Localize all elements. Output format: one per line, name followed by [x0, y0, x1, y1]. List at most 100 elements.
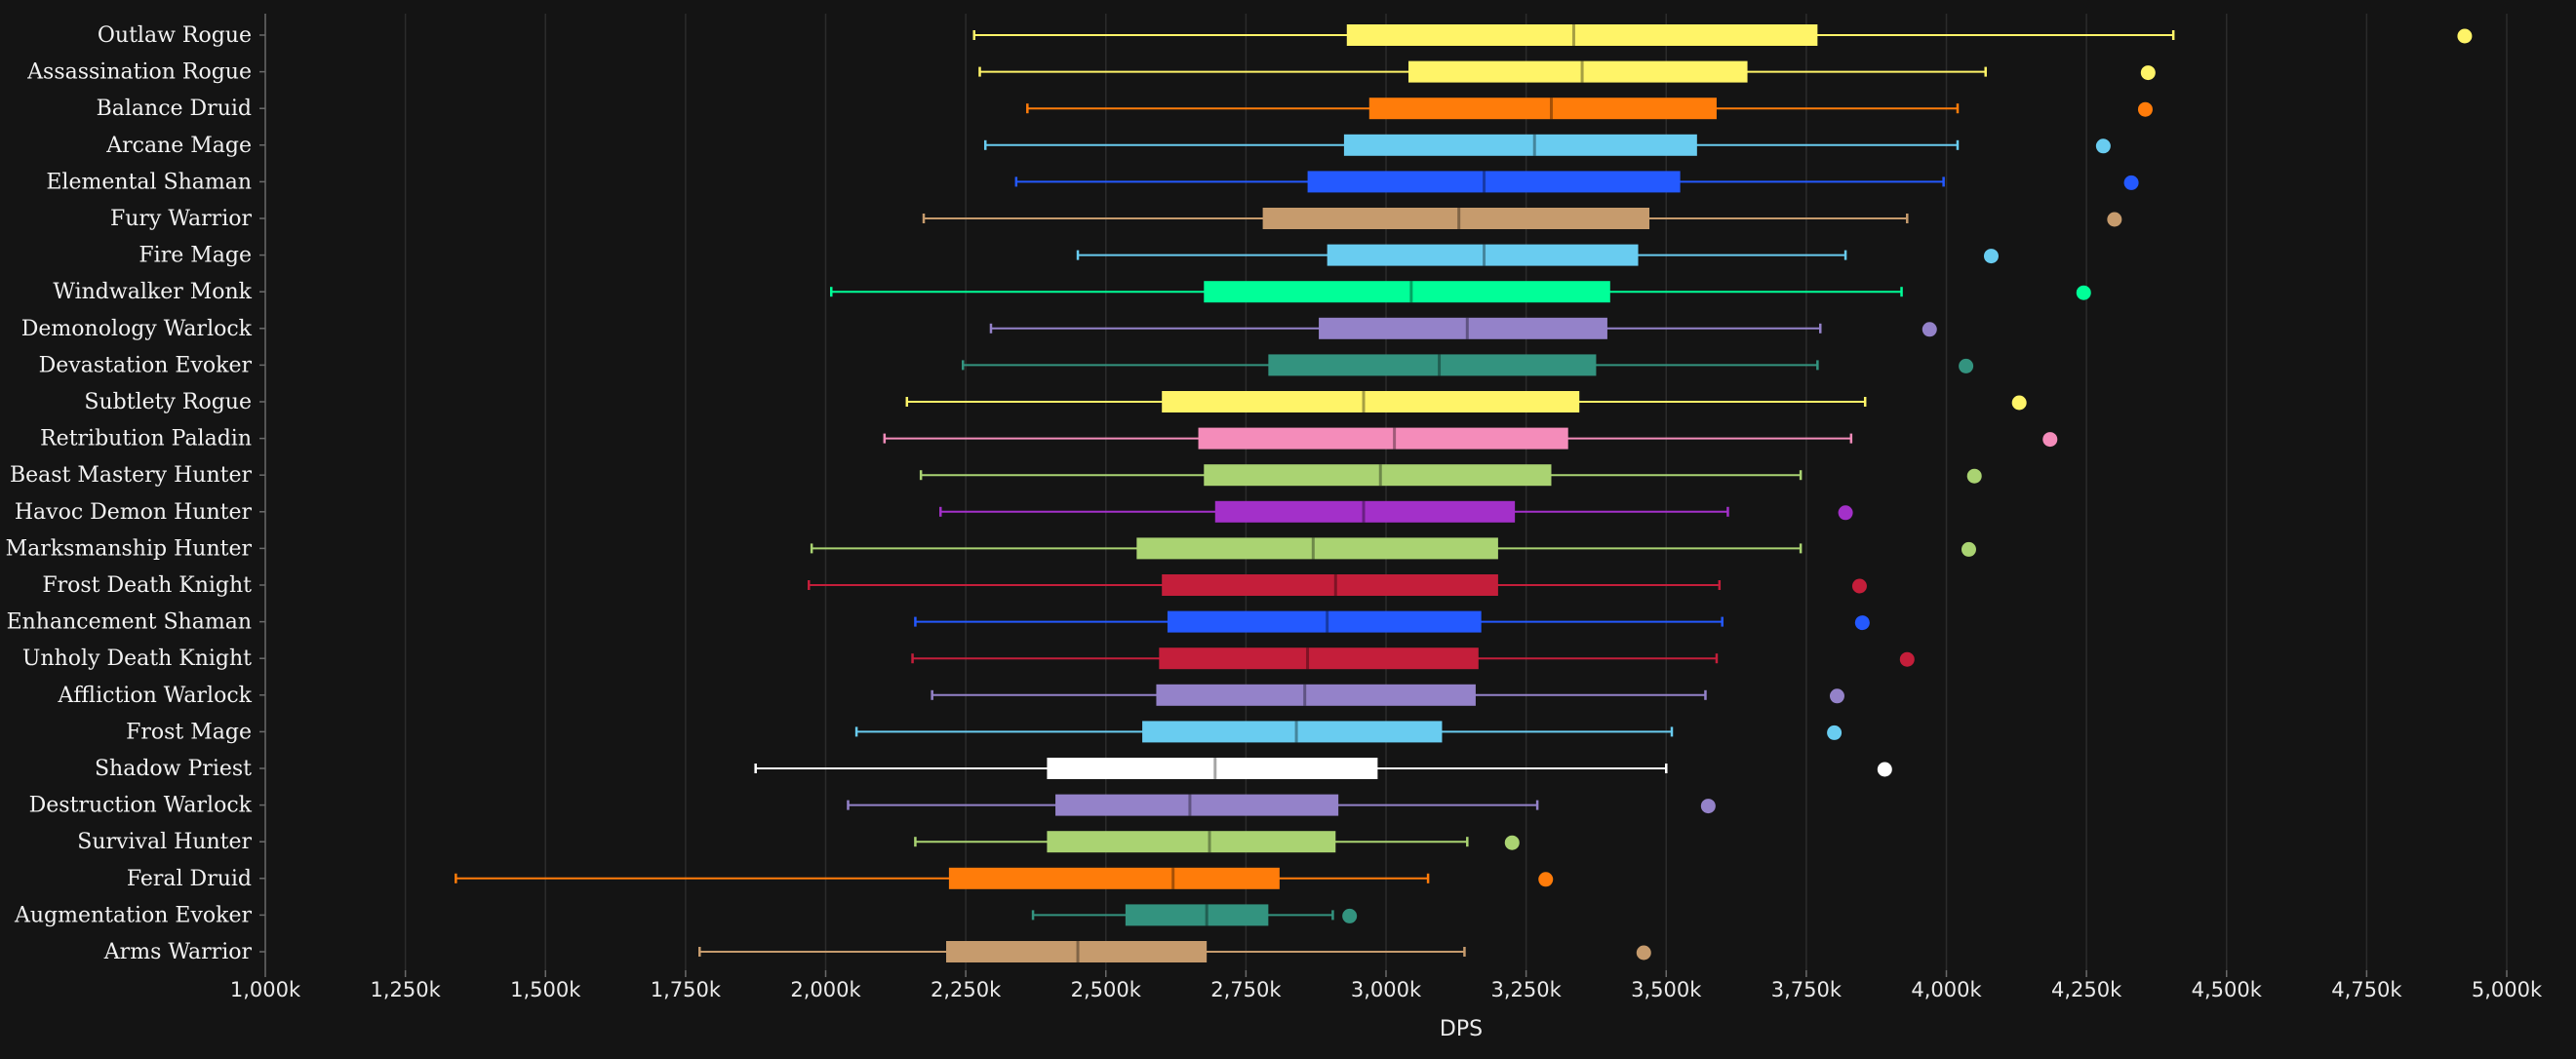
iqr-box — [1159, 647, 1479, 670]
x-tick-label: 2,500k — [1071, 978, 1142, 1001]
category-label: Enhancement Shaman — [7, 610, 252, 635]
iqr-box — [1055, 794, 1339, 816]
category-label: Shadow Priest — [95, 757, 252, 781]
box-series-row — [983, 134, 2111, 156]
iqr-box — [1142, 721, 1443, 743]
axes — [259, 14, 2508, 977]
box-series-row — [1076, 244, 1999, 266]
category-label: Assassination Rogue — [26, 60, 252, 85]
x-tick-label: 3,750k — [1771, 978, 1843, 1001]
iqr-box — [1262, 208, 1650, 229]
box-series-row — [1031, 904, 1358, 926]
box-series-row — [922, 208, 2122, 229]
category-label: Destruction Warlock — [29, 794, 253, 818]
iqr-box — [1343, 134, 1697, 156]
category-label: Augmentation Evoker — [14, 903, 253, 927]
iqr-box — [1047, 831, 1336, 853]
iqr-box — [1156, 684, 1476, 706]
iqr-box — [1162, 574, 1498, 596]
category-label: Frost Death Knight — [42, 573, 252, 598]
iqr-box — [1162, 391, 1580, 412]
box-series-row — [972, 24, 2473, 46]
x-tick-label: 2,750k — [1210, 978, 1282, 1001]
outlier-point — [1827, 725, 1843, 740]
outlier-point — [1829, 688, 1844, 704]
box-series-row — [1026, 98, 2153, 120]
outlier-point — [2095, 138, 2111, 154]
category-label: Retribution Paladin — [40, 427, 252, 451]
outlier-point — [1877, 762, 1892, 777]
category-label: Fury Warrior — [110, 207, 253, 231]
x-tick-label: 4,250k — [2051, 978, 2122, 1001]
iqr-box — [1204, 281, 1610, 303]
box-series-row — [939, 500, 1853, 523]
category-label: Havoc Demon Hunter — [15, 500, 253, 525]
box-series — [455, 24, 2473, 962]
box-series-row — [905, 391, 2027, 412]
iqr-box — [1307, 171, 1681, 193]
category-label: Arms Warrior — [103, 940, 253, 964]
category-label: Windwalker Monk — [53, 280, 252, 304]
category-label: Unholy Death Knight — [22, 647, 252, 671]
iqr-box — [948, 867, 1280, 889]
iqr-box — [1125, 904, 1269, 926]
outlier-point — [1983, 249, 1999, 264]
category-label: Demonology Warlock — [21, 317, 253, 341]
x-tick-label: 1,500k — [510, 978, 581, 1001]
iqr-box — [1268, 354, 1597, 376]
category-label: Outlaw Rogue — [98, 23, 252, 48]
outlier-point — [2042, 432, 2058, 448]
outlier-point — [1851, 578, 1867, 594]
iqr-box — [1368, 98, 1717, 120]
outlier-point — [1538, 872, 1554, 887]
x-tick-label: 5,000k — [2472, 978, 2543, 1001]
category-label: Affliction Warlock — [58, 684, 253, 708]
box-series-row — [829, 281, 2091, 303]
iqr-box — [1407, 60, 1748, 83]
box-series-row — [883, 427, 2058, 450]
outlier-point — [1700, 799, 1716, 814]
x-axis-title: DPS — [1440, 1017, 1483, 1041]
category-label: Survival Hunter — [77, 830, 252, 854]
outlier-point — [1966, 468, 1982, 484]
x-tick-label: 3,500k — [1631, 978, 1702, 1001]
box-series-row — [810, 537, 1976, 560]
x-tick-label: 3,250k — [1490, 978, 1562, 1001]
x-tick-label: 1,000k — [230, 978, 301, 1001]
iqr-box — [1204, 464, 1552, 487]
box-series-row — [962, 354, 1974, 376]
iqr-box — [1136, 537, 1498, 560]
iqr-box — [1167, 610, 1482, 633]
iqr-box — [1047, 758, 1378, 779]
iqr-box — [1327, 244, 1639, 266]
box-series-row — [978, 60, 2156, 83]
box-series-row — [847, 794, 1716, 816]
iqr-box — [1319, 317, 1607, 339]
category-label: Frost Mage — [126, 720, 252, 744]
outlier-point — [1854, 615, 1870, 631]
box-series-row — [754, 758, 1892, 779]
outlier-point — [1504, 835, 1520, 850]
x-tick-label: 4,750k — [2331, 978, 2402, 1001]
category-labels: Outlaw Rogue Assassination Rogue Balance D… — [6, 23, 253, 964]
category-label: Marksmanship Hunter — [6, 536, 253, 561]
box-series-row — [914, 610, 1870, 633]
category-label: Subtlety Rogue — [84, 390, 252, 414]
outlier-point — [1959, 358, 1974, 373]
box-series-row — [455, 867, 1554, 889]
box-series-row — [854, 721, 1843, 743]
outlier-point — [2457, 28, 2473, 44]
outlier-point — [2137, 101, 2153, 117]
outlier-point — [2140, 65, 2156, 81]
iqr-box — [1214, 500, 1516, 523]
box-series-row — [919, 464, 1982, 487]
outlier-point — [1899, 651, 1915, 667]
outlier-point — [2107, 212, 2122, 227]
iqr-box — [946, 941, 1208, 962]
outlier-point — [2076, 285, 2091, 300]
iqr-box — [1198, 427, 1568, 450]
outlier-point — [2123, 175, 2139, 190]
outlier-point — [1636, 945, 1651, 961]
